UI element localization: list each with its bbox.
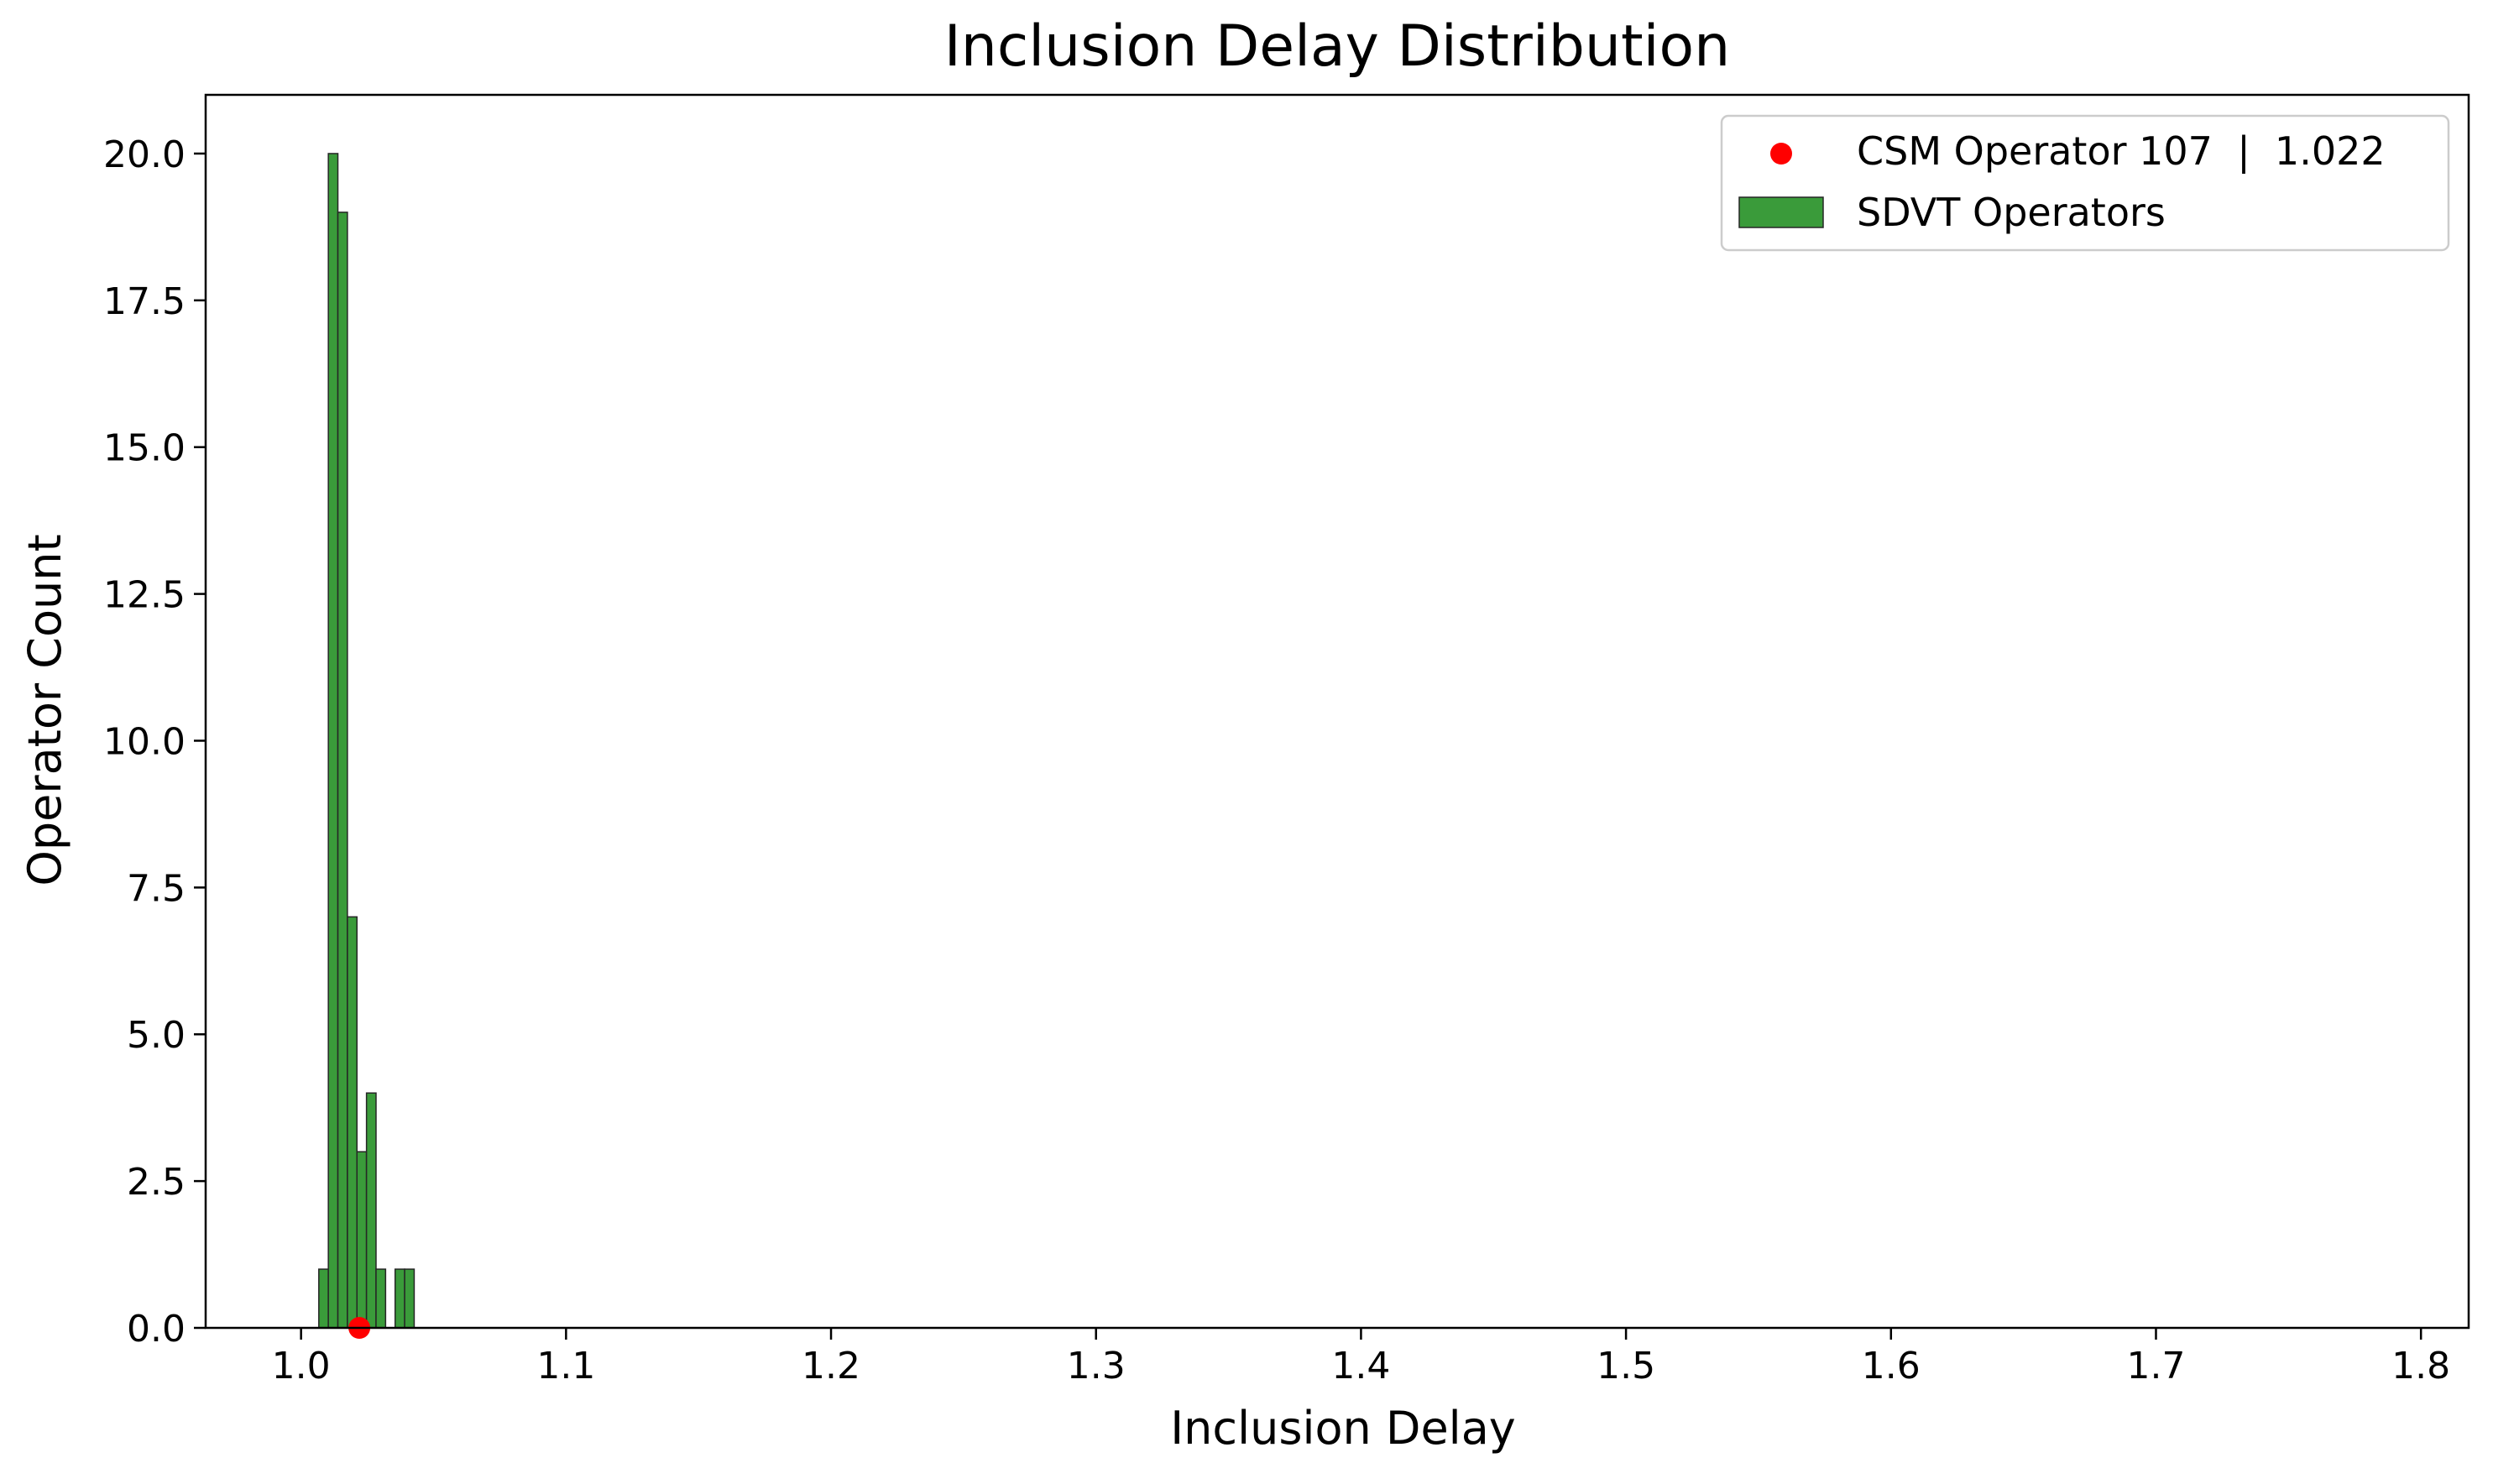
histogram-bar-2 (337, 212, 348, 1329)
histogram-bar-6 (375, 1268, 387, 1329)
x-tick-label: 1.1 (536, 1345, 595, 1387)
legend: CSM Operator 107 | 1.022 SDVT Operators (1720, 114, 2450, 252)
x-tick-label: 1.4 (1331, 1345, 1390, 1387)
y-tick-label: 12.5 (103, 574, 186, 617)
histogram-bar-3 (347, 916, 358, 1329)
y-axis-label: Operator Count (18, 534, 71, 886)
y-tick-label: 15.0 (103, 427, 186, 470)
y-tick-label: 5.0 (127, 1014, 186, 1057)
histogram-bar-0 (318, 1268, 329, 1329)
x-tick-label: 1.6 (1862, 1345, 1921, 1387)
x-tick-label: 1.8 (2391, 1345, 2450, 1387)
y-axis: 0.0 2.5 5.0 7.5 10.0 12.5 15.0 17.5 20.0 (103, 133, 206, 1351)
y-tick-label: 17.5 (103, 280, 186, 323)
y-tick-label: 0.0 (127, 1308, 186, 1351)
y-tick-label: 10.0 (103, 720, 186, 763)
x-tick-label: 1.5 (1597, 1345, 1655, 1387)
histogram-bar-8 (404, 1268, 416, 1329)
x-tick-label: 1.0 (272, 1345, 331, 1387)
legend-label-csm-operator: CSM Operator 107 | 1.022 (1857, 128, 2386, 175)
x-axis: 1.0 1.1 1.2 1.3 1.4 1.5 1.6 1.7 1.8 (272, 1328, 2450, 1387)
x-axis-label: Inclusion Delay (1170, 1402, 1516, 1455)
plot-frame (204, 93, 2470, 1330)
legend-scatter-marker (1770, 143, 1792, 165)
histogram-bar-7 (394, 1268, 405, 1329)
x-tick-label: 1.2 (802, 1345, 860, 1387)
legend-histogram-patch (1738, 196, 1824, 228)
histogram-bar-4 (356, 1151, 368, 1329)
x-tick-label: 1.3 (1067, 1345, 1126, 1387)
chart-title: Inclusion Delay Distribution (944, 13, 1731, 80)
y-tick-label: 2.5 (127, 1161, 186, 1204)
y-tick-label: 20.0 (103, 133, 186, 176)
histogram-bar-1 (327, 153, 339, 1329)
y-tick-label: 7.5 (127, 867, 186, 910)
histogram-bar-5 (365, 1092, 377, 1329)
x-tick-label: 1.7 (2126, 1345, 2185, 1387)
legend-box (1720, 114, 2450, 252)
legend-label-sdvt-operators: SDVT Operators (1857, 190, 2166, 235)
